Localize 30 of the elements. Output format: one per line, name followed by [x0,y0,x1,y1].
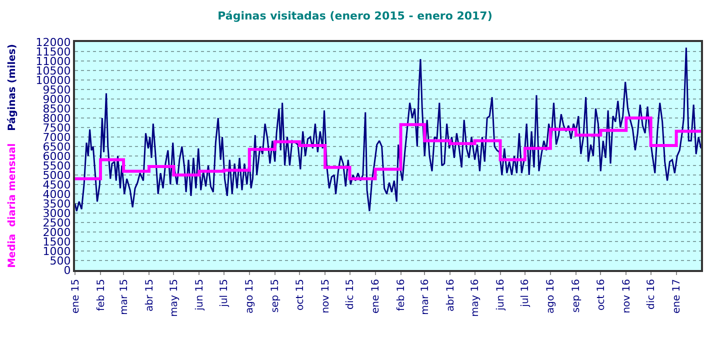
line-series [75,46,701,212]
x-tick-label: mar 16 [420,279,431,315]
x-tick-label: sep 16 [571,279,582,313]
x-tick-label: nov 15 [320,279,332,314]
x-tick-label: may 16 [470,279,482,317]
x-tick-label: feb 15 [96,279,107,311]
x-tick-label: jun 16 [496,279,507,312]
x-tick-label: may 15 [168,279,180,317]
x-tick-label: dic 16 [646,279,658,310]
x-tick-label: mar 15 [118,279,130,315]
x-tick-label: feb 16 [396,279,407,311]
x-tick-label: ene 15 [70,279,82,314]
x-tick-label: abr 16 [445,279,456,312]
x-tick-label: ago 16 [546,279,557,314]
text: Media diaria mensual [6,143,18,268]
x-tick-label: jun 15 [194,279,206,312]
x-tick-label: abr 15 [144,279,156,312]
x-tick-label: jul 15 [219,279,230,308]
x-tick-label: dic 15 [345,279,356,310]
x-tick-label: nov 16 [621,279,632,314]
x-tick-label: ago 15 [244,279,256,314]
x-tick-label: ene 16 [370,279,382,314]
x-tick-label: oct 16 [596,279,607,310]
x-tick-label: oct 15 [294,279,306,310]
chart-title: Páginas visitadas (enero 2015 - enero 2017) [218,10,492,23]
text: Páginas (miles) [6,44,18,131]
y-tick-label: 0 [64,264,71,277]
x-tick-label: sep 15 [270,279,282,313]
x-tick-label: jul 16 [520,279,532,308]
x-tick-label: ene 17 [672,279,683,314]
